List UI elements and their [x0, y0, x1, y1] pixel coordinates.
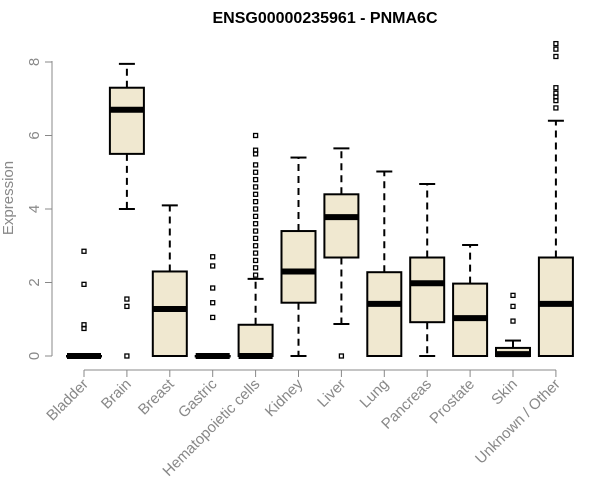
outlier-point	[252, 257, 259, 264]
outlier-point	[252, 169, 259, 175]
outlier-point	[252, 228, 259, 234]
outlier-point	[510, 303, 516, 310]
outlier-point	[553, 85, 559, 91]
y-ticks: 0 2 4 6 8	[26, 58, 52, 360]
x-tick-label: Bladder	[43, 376, 92, 425]
outlier-point	[252, 184, 259, 190]
y-tick-label: 8	[26, 58, 43, 66]
x-tick-label: Kidney	[262, 375, 307, 420]
x-tick-label: Breast	[135, 375, 178, 418]
outlier-point	[510, 318, 516, 324]
box-group	[66, 248, 102, 359]
outlier-point	[553, 105, 559, 111]
outlier-point	[252, 132, 259, 139]
outlier-point	[252, 235, 259, 242]
iqr-box	[237, 323, 274, 358]
iqr-box	[151, 270, 188, 358]
x-tick-label: Brain	[98, 376, 135, 413]
x-tick-label: Lung	[357, 376, 393, 412]
outlier-point	[210, 300, 216, 306]
outlier-point	[210, 254, 216, 260]
outlier-point	[252, 213, 259, 220]
y-axis-title: Expression	[0, 161, 17, 235]
x-tick-label: Liver	[314, 376, 349, 411]
boxes-layer	[66, 40, 574, 359]
outlier-point	[553, 46, 559, 52]
box-group	[151, 204, 188, 358]
y-tick-label: 0	[26, 352, 43, 360]
outlier-point	[252, 272, 259, 278]
chart-title: ENSG00000235961 - PNMA6C	[212, 10, 437, 27]
iqr-box	[366, 271, 403, 357]
outlier-point	[124, 303, 130, 310]
outlier-point	[81, 248, 87, 254]
iqr-box	[409, 256, 446, 324]
box-group	[452, 244, 489, 358]
outlier-point	[124, 296, 130, 302]
outlier-point	[252, 147, 259, 153]
box-group	[108, 62, 145, 359]
box-group	[323, 147, 360, 359]
outlier-point	[124, 353, 130, 359]
x-tick-label: Skin	[488, 376, 521, 409]
outlier-point	[553, 40, 559, 47]
box-group	[409, 183, 446, 357]
box-group	[280, 156, 317, 357]
box-group	[366, 170, 403, 357]
outlier-point	[338, 353, 345, 359]
outlier-point	[210, 263, 216, 269]
outlier-point	[210, 285, 216, 291]
outlier-point	[553, 53, 559, 60]
y-tick-label: 2	[26, 278, 43, 286]
box-group	[194, 254, 231, 359]
outlier-point	[252, 198, 259, 205]
y-tick-label: 4	[26, 205, 43, 213]
iqr-box	[108, 86, 145, 155]
y-tick-label: 6	[26, 131, 43, 139]
outlier-point	[81, 322, 87, 328]
outlier-point	[553, 90, 559, 96]
box-group	[537, 40, 574, 358]
outlier-point	[252, 221, 259, 227]
outlier-point	[252, 243, 259, 249]
box-group	[237, 132, 274, 359]
outlier-point	[252, 206, 259, 212]
outlier-point	[81, 281, 87, 287]
iqr-box	[280, 230, 317, 304]
iqr-box	[323, 193, 360, 259]
outlier-point	[252, 250, 259, 256]
outlier-point	[252, 176, 259, 183]
x-tick-label: Prostate	[426, 376, 478, 428]
box-group	[495, 292, 531, 358]
outlier-point	[252, 191, 259, 197]
outlier-point	[210, 314, 216, 321]
outlier-point	[252, 162, 259, 168]
outlier-point	[510, 292, 516, 299]
outlier-point	[252, 265, 259, 271]
